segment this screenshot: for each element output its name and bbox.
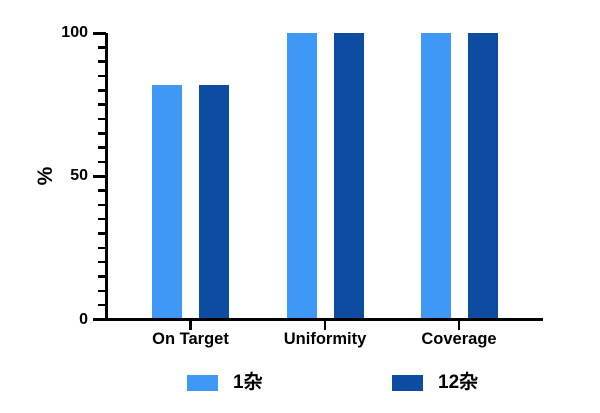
category-label: Coverage (421, 330, 497, 348)
x-tick (323, 321, 327, 330)
legend-item-series-2: 12杂 (392, 372, 478, 394)
legend-item-series-1: 1杂 (187, 372, 263, 394)
y-minor-tick (98, 246, 106, 250)
legend: 1杂 12杂 (0, 372, 600, 396)
x-tick (457, 321, 461, 330)
y-tick-label: 50 (70, 167, 88, 185)
legend-swatch-series-1 (187, 375, 218, 391)
y-minor-tick (98, 303, 106, 307)
y-axis-line (104, 33, 108, 321)
category-label: Uniformity (283, 330, 367, 348)
bar (286, 33, 317, 318)
y-major-tick (93, 31, 106, 35)
y-minor-tick (98, 60, 106, 63)
legend-label-series-2: 12杂 (438, 372, 479, 393)
y-minor-tick (98, 74, 106, 78)
legend-label-series-1: 1杂 (233, 372, 263, 393)
x-tick (189, 321, 192, 330)
y-minor-tick (98, 89, 106, 92)
bar (199, 84, 229, 318)
y-minor-tick (98, 117, 106, 121)
y-major-tick (93, 318, 106, 321)
y-minor-tick (98, 275, 106, 278)
bar (467, 33, 498, 318)
bar (152, 84, 182, 318)
bar (420, 33, 451, 318)
category-label: On Target (152, 330, 229, 348)
bar (333, 33, 364, 318)
y-minor-tick (98, 232, 106, 235)
y-minor-tick (98, 160, 106, 164)
y-minor-tick (98, 203, 106, 207)
y-tick-label: 0 (79, 310, 88, 328)
y-minor-tick (98, 217, 106, 221)
x-axis-line (93, 318, 543, 321)
y-minor-tick (98, 260, 106, 264)
y-minor-tick (98, 46, 106, 49)
y-major-tick (93, 174, 106, 178)
y-minor-tick (98, 132, 106, 135)
y-tick-label: 100 (61, 24, 88, 41)
legend-swatch-series-2 (392, 375, 423, 391)
y-minor-tick (98, 146, 106, 149)
y-minor-tick (98, 189, 106, 192)
y-minor-tick (98, 289, 106, 293)
y-minor-tick (98, 103, 106, 106)
